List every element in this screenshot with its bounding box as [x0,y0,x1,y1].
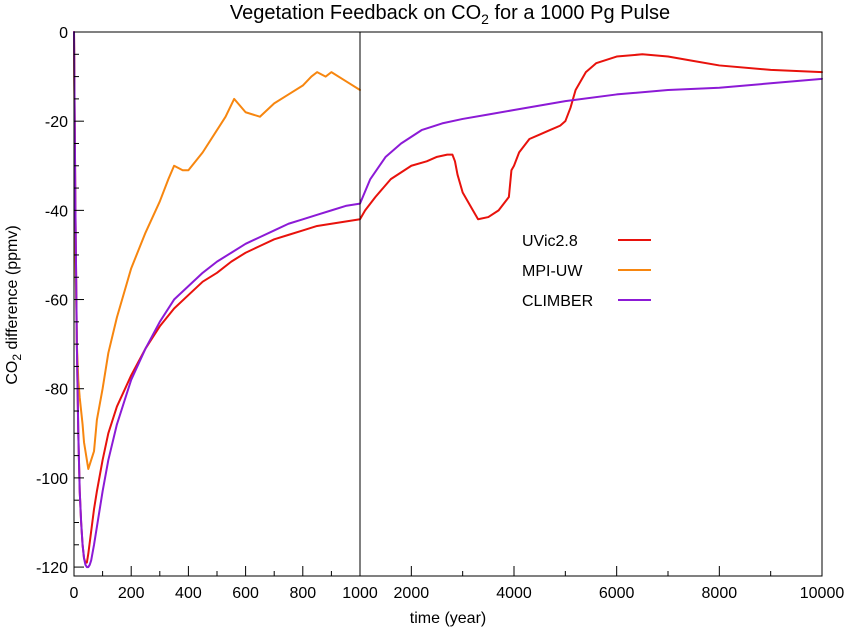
x-tick-label: 200 [118,585,145,602]
y-tick-label: 0 [59,25,68,42]
series-lines [73,31,823,569]
y-axis-label: CO2 difference (ppmv) [4,225,24,384]
ylabel-part-tail: difference (ppmv) [4,225,21,354]
title-part-tail: for a 1000 Pg Pulse [489,2,670,24]
x-tick-label: 6000 [599,585,635,602]
legend-label-climber: CLIMBER [522,293,593,310]
ylabel-part-sub: 2 [10,354,24,361]
x-tick-label: 2000 [394,585,430,602]
title-part-sub: 2 [481,11,489,27]
legend-label-mpi-uw: MPI-UW [522,263,583,280]
y-tick-label: -100 [36,471,68,488]
x-tick-label: 0 [70,585,79,602]
x-tick-label: 600 [232,585,259,602]
x-tick-label: 8000 [702,585,738,602]
axes [73,31,823,577]
y-tick-label: -60 [45,293,68,310]
x-axis-label: time (year) [410,610,486,627]
ylabel-part-main: CO [4,361,21,385]
svg-text:CO2 difference (ppmv): CO2 difference (ppmv) [4,225,24,384]
series-line-mpi-uw [73,31,361,470]
title-part-main: Vegetation Feedback on CO [230,2,481,24]
svg-text:Vegetation Feedback on CO2 for: Vegetation Feedback on CO2 for a 1000 Pg… [230,2,670,27]
legend: UVic2.8 MPI-UW CLIMBER [522,233,651,310]
x-tick-label: 10000 [800,585,845,602]
series-line-uvic2-8 [73,31,823,564]
x-tick-label: 400 [175,585,202,602]
y-tick-label: -80 [45,382,68,399]
x-tick-label: 4000 [496,585,532,602]
y-tick-label: -40 [45,203,68,220]
chart-title: Vegetation Feedback on CO2 for a 1000 Pg… [230,2,670,27]
legend-label-uvic2-8: UVic2.8 [522,233,578,250]
plot-frame [73,31,823,577]
y-tick-label: -20 [45,114,68,131]
series-line-climber [73,31,823,569]
x-tick-label: 800 [289,585,316,602]
x-tick-label: 1000 [342,585,378,602]
y-tick-label: -120 [36,560,68,577]
